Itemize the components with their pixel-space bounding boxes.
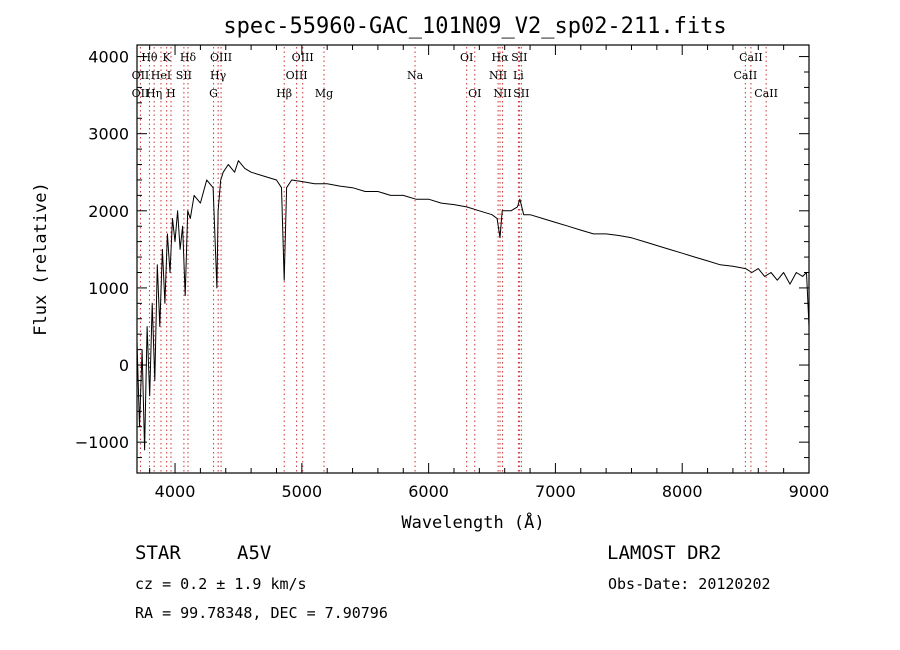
- line-label: CaII: [754, 87, 778, 100]
- line-label: OIII: [210, 51, 232, 64]
- line-label: Hα: [491, 51, 509, 64]
- line-label: SII: [176, 69, 192, 82]
- y-tick-label: 1000: [88, 279, 129, 298]
- y-tick-label: 2000: [88, 202, 129, 221]
- line-label: Hη: [146, 87, 162, 100]
- line-label: CaII: [739, 51, 763, 64]
- line-label: Li: [513, 69, 524, 82]
- line-label: Hθ: [141, 51, 158, 64]
- line-label: NII: [489, 69, 507, 82]
- x-axis-label: Wavelength (Å): [401, 511, 544, 533]
- x-tick-label: 5000: [281, 482, 322, 501]
- line-label: HeI: [151, 69, 171, 82]
- line-label: NII: [493, 87, 511, 100]
- coordinates: RA = 99.78348, DEC = 7.90796: [135, 604, 388, 622]
- line-label: Hδ: [180, 51, 197, 64]
- line-label: CaII: [734, 69, 758, 82]
- reference-lines: [139, 47, 767, 473]
- survey-name: LAMOST DR2: [607, 542, 722, 564]
- x-tick-label: 4000: [155, 482, 196, 501]
- line-label: OI: [460, 51, 473, 64]
- redshift-value: cz = 0.2 ± 1.9 km/s: [135, 575, 307, 593]
- line-label: Mg: [315, 87, 333, 100]
- x-tick-label: 8000: [662, 482, 703, 501]
- x-axis: 4000 5000 6000 7000 8000 9000: [149, 45, 830, 501]
- line-label: Na: [407, 69, 424, 82]
- y-tick-label: 0: [119, 356, 129, 375]
- y-axis-label: Flux (relative): [31, 182, 51, 336]
- x-tick-label: 7000: [535, 482, 576, 501]
- line-label: OIII: [286, 69, 308, 82]
- y-axis: −1000 0 1000 2000 3000 4000: [75, 48, 809, 459]
- line-label: OI: [468, 87, 481, 100]
- object-subclass: A5V: [237, 542, 272, 564]
- x-tick-label: 6000: [408, 482, 449, 501]
- plot-lines: [136, 160, 810, 451]
- spectrum-line: [136, 160, 810, 451]
- plot-frame: [136, 44, 810, 474]
- line-label: SII: [513, 87, 529, 100]
- line-label: OII: [132, 87, 150, 100]
- line-label: G: [209, 87, 218, 100]
- line-label: H: [166, 87, 176, 100]
- x-tick-label: 9000: [789, 482, 830, 501]
- observation-date: Obs-Date: 20120202: [608, 575, 771, 593]
- line-label: SII: [511, 51, 527, 64]
- line-label: K: [163, 51, 172, 64]
- line-label: Hγ: [210, 69, 227, 82]
- line-label: OIII: [292, 51, 314, 64]
- line-label: Hβ: [276, 87, 292, 100]
- y-tick-label: 3000: [88, 125, 129, 144]
- chart-title: spec-55960-GAC_101N09_V2_sp02-211.fits: [223, 14, 726, 39]
- y-tick-label: −1000: [75, 433, 129, 452]
- y-tick-label: 4000: [88, 48, 129, 67]
- object-class: STAR: [135, 542, 181, 564]
- line-label: OII: [132, 69, 150, 82]
